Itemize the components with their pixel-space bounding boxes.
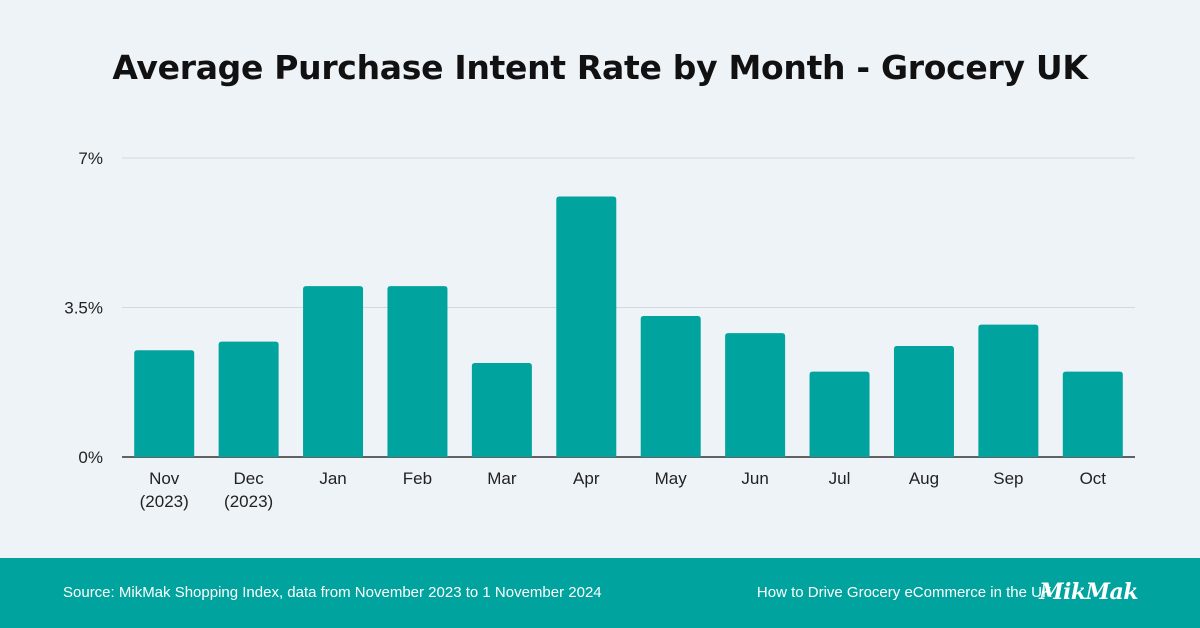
x-tick-label: Apr — [573, 469, 600, 488]
bar — [725, 333, 786, 457]
source-text: Source: MikMak Shopping Index, data from… — [63, 584, 602, 601]
mikmak-logo: MikMak — [1039, 579, 1138, 605]
footer-bar: Source: MikMak Shopping Index, data from… — [0, 558, 1200, 628]
bar — [640, 316, 701, 457]
y-tick-label: 3.5% — [64, 299, 103, 318]
x-tick-label: Dec (2023) — [224, 469, 273, 511]
bar — [556, 196, 617, 457]
y-tick-label: 7% — [78, 149, 103, 168]
bar — [471, 363, 532, 457]
x-tick-label: Nov (2023) — [140, 469, 189, 511]
x-tick-label: Jan — [319, 469, 346, 488]
bar — [1062, 371, 1123, 457]
x-tick-label: Mar — [487, 469, 517, 488]
x-tick-label: Feb — [403, 469, 432, 488]
x-tick-label: Oct — [1080, 469, 1107, 488]
x-tick-label: Jun — [741, 469, 768, 488]
x-tick-label: Aug — [909, 469, 939, 488]
article-title-link[interactable]: How to Drive Grocery eCommerce in the UK — [756, 584, 1052, 601]
bar — [978, 324, 1039, 457]
bar — [893, 345, 954, 457]
bar — [303, 286, 364, 457]
bar-chart: 0% 3.5% 7% Nov (2023) Dec (2023) Jan Feb Mar Apr Ma… — [64, 149, 1135, 511]
x-tick-label: Sep — [993, 469, 1023, 488]
x-tick-label: May — [655, 469, 688, 488]
bar — [218, 341, 279, 457]
bar — [809, 371, 870, 457]
x-tick-label: Jul — [829, 469, 851, 488]
y-tick-label: 0% — [78, 448, 103, 467]
chart-title: Average Purchase Intent Rate by Month - … — [112, 48, 1088, 87]
bar — [387, 286, 448, 457]
bar — [134, 350, 195, 457]
